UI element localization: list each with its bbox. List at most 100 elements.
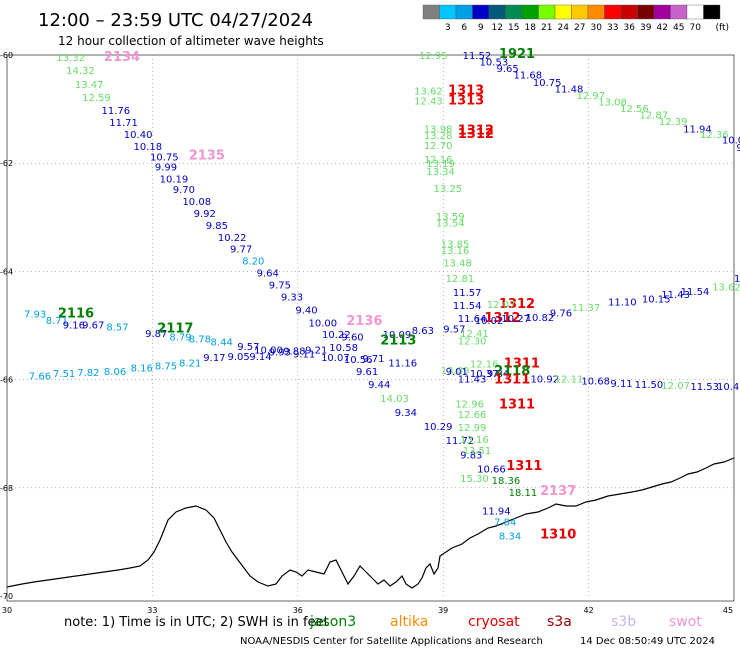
wave-height-value: 11.94: [683, 125, 712, 136]
wave-height-value: 11.10: [608, 298, 637, 309]
wave-height-value: 9.76: [550, 309, 572, 320]
wave-height-value: 9.33: [281, 292, 303, 303]
axis-ticks: -60 -62 -64 -66 -68 -70 30 33 36 39 42 45: [0, 51, 733, 615]
wave-height-value: 13.16: [460, 435, 489, 446]
pass-time-label: 1313: [448, 84, 484, 99]
wave-height-value: 10.68: [581, 377, 610, 388]
wave-height-value: 13.59: [436, 212, 465, 223]
wave-height-value: 10.56: [344, 355, 373, 366]
wave-height-value: 11.94: [482, 507, 511, 518]
legend-tick-label: 39: [640, 23, 652, 33]
wave-height-value: 9.17: [203, 353, 225, 364]
wave-height-value: 11.48: [555, 85, 584, 96]
satellite-legend: jason3 altika cryosat s3a s3b swot: [309, 614, 702, 630]
wave-height-value: 9.05: [228, 352, 250, 363]
legend-tick-label: 18: [525, 23, 537, 33]
wave-height-value: 13.85: [441, 239, 470, 250]
wave-height-value: 8.21: [179, 358, 201, 369]
footer-timestamp: 14 Dec 08:50:49 UTC 2024: [580, 636, 715, 647]
wave-height-value: 13.62: [414, 87, 443, 98]
legend-swatch: [505, 4, 523, 20]
wave-height-value: 11.54: [453, 301, 482, 312]
wave-height-value: 9.93: [269, 347, 291, 358]
legend-tick-label: 21: [541, 23, 552, 33]
wave-height-value: 9.87: [145, 329, 167, 340]
pass-time-label: 1312: [458, 127, 494, 142]
wave-height-value: 8.71: [46, 316, 68, 327]
wave-height-value: 13.54: [436, 219, 465, 230]
legend-swatch: [554, 4, 572, 20]
legend-tick-label: 30: [591, 23, 603, 33]
legend-swatch: [488, 4, 506, 20]
wave-height-value: 12.66: [458, 410, 487, 421]
legend-swatch: [653, 4, 671, 20]
wave-height-value: 13.98: [424, 125, 453, 136]
wave-height-value: 10.82: [526, 313, 555, 324]
wave-height-value: 11.57: [453, 288, 482, 299]
wave-height-value: 10.27: [501, 314, 530, 325]
wave-height-value: 10.07: [321, 353, 350, 364]
wave-height-value: 9.16: [63, 320, 85, 331]
wave-height-value: 12.97: [576, 91, 605, 102]
wave-height-value: 9.84: [487, 369, 509, 380]
legend-swatch: [521, 4, 539, 20]
wave-height-value: 9.67: [82, 320, 104, 331]
wave-height-value: 12.56: [620, 104, 649, 115]
wave-height-value: 10.00: [308, 318, 337, 329]
wave-height-value: 7.84: [494, 517, 516, 528]
wave-height-value: 9.70: [173, 185, 195, 196]
wave-height-value: 10.08: [722, 135, 740, 146]
wave-height-value: 10.15: [642, 294, 671, 305]
wave-height-value: 11.64: [458, 314, 487, 325]
wave-height-value: 12.95: [419, 51, 448, 62]
legend-tick-label: 36: [624, 23, 636, 33]
legend-tick-label: 3: [445, 23, 451, 33]
satellite-label-swot: swot: [669, 614, 702, 630]
wave-height-value: 12.07: [661, 381, 690, 392]
wave-height-value: 10.02: [475, 316, 504, 327]
wave-height-value: 18.36: [492, 476, 521, 487]
wave-height-value: 8.75: [155, 362, 177, 373]
wave-height-value: 9.34: [395, 408, 417, 419]
lat-tick-label: -68: [0, 484, 13, 493]
wave-height-value: 13.32: [56, 53, 85, 64]
wave-height-value: 9.11: [610, 379, 632, 390]
wave-height-value: 11.37: [572, 303, 601, 314]
wave-height-value: 7.93: [24, 310, 46, 321]
lat-tick-label: -66: [0, 376, 13, 385]
wave-height-value: 13.62: [712, 283, 740, 294]
wave-height-value: 10.75: [150, 153, 179, 164]
wave-height-value: 9.01: [446, 367, 468, 378]
wave-height-value: 10.09: [383, 330, 412, 341]
pass-time-label: 1313: [448, 93, 484, 108]
wave-height-value: 10.92: [530, 375, 559, 386]
wave-height-value: 10.29: [424, 422, 453, 433]
wave-height-value: 11.05: [734, 274, 740, 285]
wave-height-value: 12.30: [458, 337, 487, 348]
lon-tick-label: 45: [723, 606, 733, 615]
plot-frame: [6, 54, 735, 602]
wave-height-value: 8.20: [242, 257, 264, 268]
satellite-label-s3b: s3b: [611, 614, 636, 630]
legend-tick-label: 70: [690, 23, 702, 33]
pass-time-label: 1311: [506, 459, 542, 474]
wave-height-value: 13.48: [443, 259, 472, 270]
map-subtitle: 12 hour collection of altimeter wave hei…: [58, 34, 324, 48]
wave-height-value: 9.61: [356, 367, 378, 378]
wave-height-value: 12.39: [659, 117, 688, 128]
satellite-label-s3a: s3a: [547, 614, 572, 630]
wave-height-value: 11.71: [109, 118, 138, 129]
wave-height-value: 11.68: [513, 70, 542, 81]
legend-swatch: [472, 4, 490, 20]
wave-height-value: 7.51: [53, 369, 75, 380]
pass-time-label: 1311: [499, 397, 535, 412]
wave-height-value: 9.57: [237, 342, 259, 353]
wave-height-value: 12.43: [414, 96, 443, 107]
pass-time-label: 1312: [458, 124, 494, 139]
pass-time-label: 1312: [499, 297, 535, 312]
pass-time-label: 1311: [494, 373, 530, 388]
legend-swatch: [439, 4, 457, 20]
wave-height-value: 9.21: [305, 345, 327, 356]
wave-height-legend: 3 6 9 12 15 18 21 24 27 30 33 36 39 42 45 70: [422, 4, 721, 33]
